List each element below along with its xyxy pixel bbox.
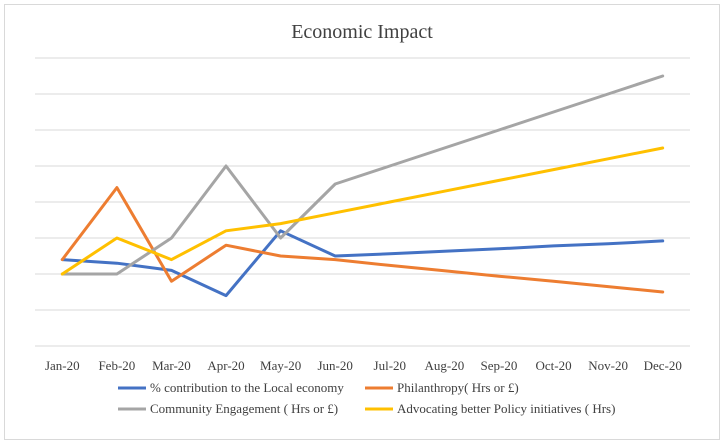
x-tick-label: Sep-20 bbox=[481, 358, 518, 373]
series-lines bbox=[60, 74, 665, 298]
x-tick-label: Nov-20 bbox=[588, 358, 628, 373]
legend-label: Advocating better Policy initiatives ( H… bbox=[397, 401, 615, 416]
legend-label: Philanthropy( Hrs or £) bbox=[397, 380, 519, 395]
chart-title: Economic Impact bbox=[291, 21, 433, 43]
series-line bbox=[60, 74, 665, 276]
x-tick-label: Jul-20 bbox=[374, 358, 407, 373]
x-tick-label: Jun-20 bbox=[318, 358, 353, 373]
chart-frame bbox=[4, 4, 720, 440]
legend-label: % contribution to the Local economy bbox=[150, 380, 344, 395]
x-tick-label: May-20 bbox=[260, 358, 301, 373]
x-tick-label: Aug-20 bbox=[425, 358, 465, 373]
x-tick-label: Mar-20 bbox=[152, 358, 191, 373]
x-tick-label: Oct-20 bbox=[535, 358, 571, 373]
x-tick-label: Feb-20 bbox=[98, 358, 135, 373]
x-tick-label: Dec-20 bbox=[644, 358, 682, 373]
x-tick-label: Jan-20 bbox=[45, 358, 80, 373]
series-line bbox=[60, 146, 665, 276]
x-tick-label: Apr-20 bbox=[207, 358, 244, 373]
x-axis-tick-labels: Jan-20 Feb-20 Mar-20 Apr-20 May-20 Jun-20 Jul-… bbox=[45, 358, 682, 373]
series-line bbox=[60, 229, 665, 298]
legend: % contribution to the Local economy Phila… bbox=[118, 380, 615, 416]
gridlines bbox=[35, 57, 690, 347]
series-line bbox=[60, 186, 665, 294]
legend-label: Community Engagement ( Hrs or £) bbox=[150, 401, 338, 416]
